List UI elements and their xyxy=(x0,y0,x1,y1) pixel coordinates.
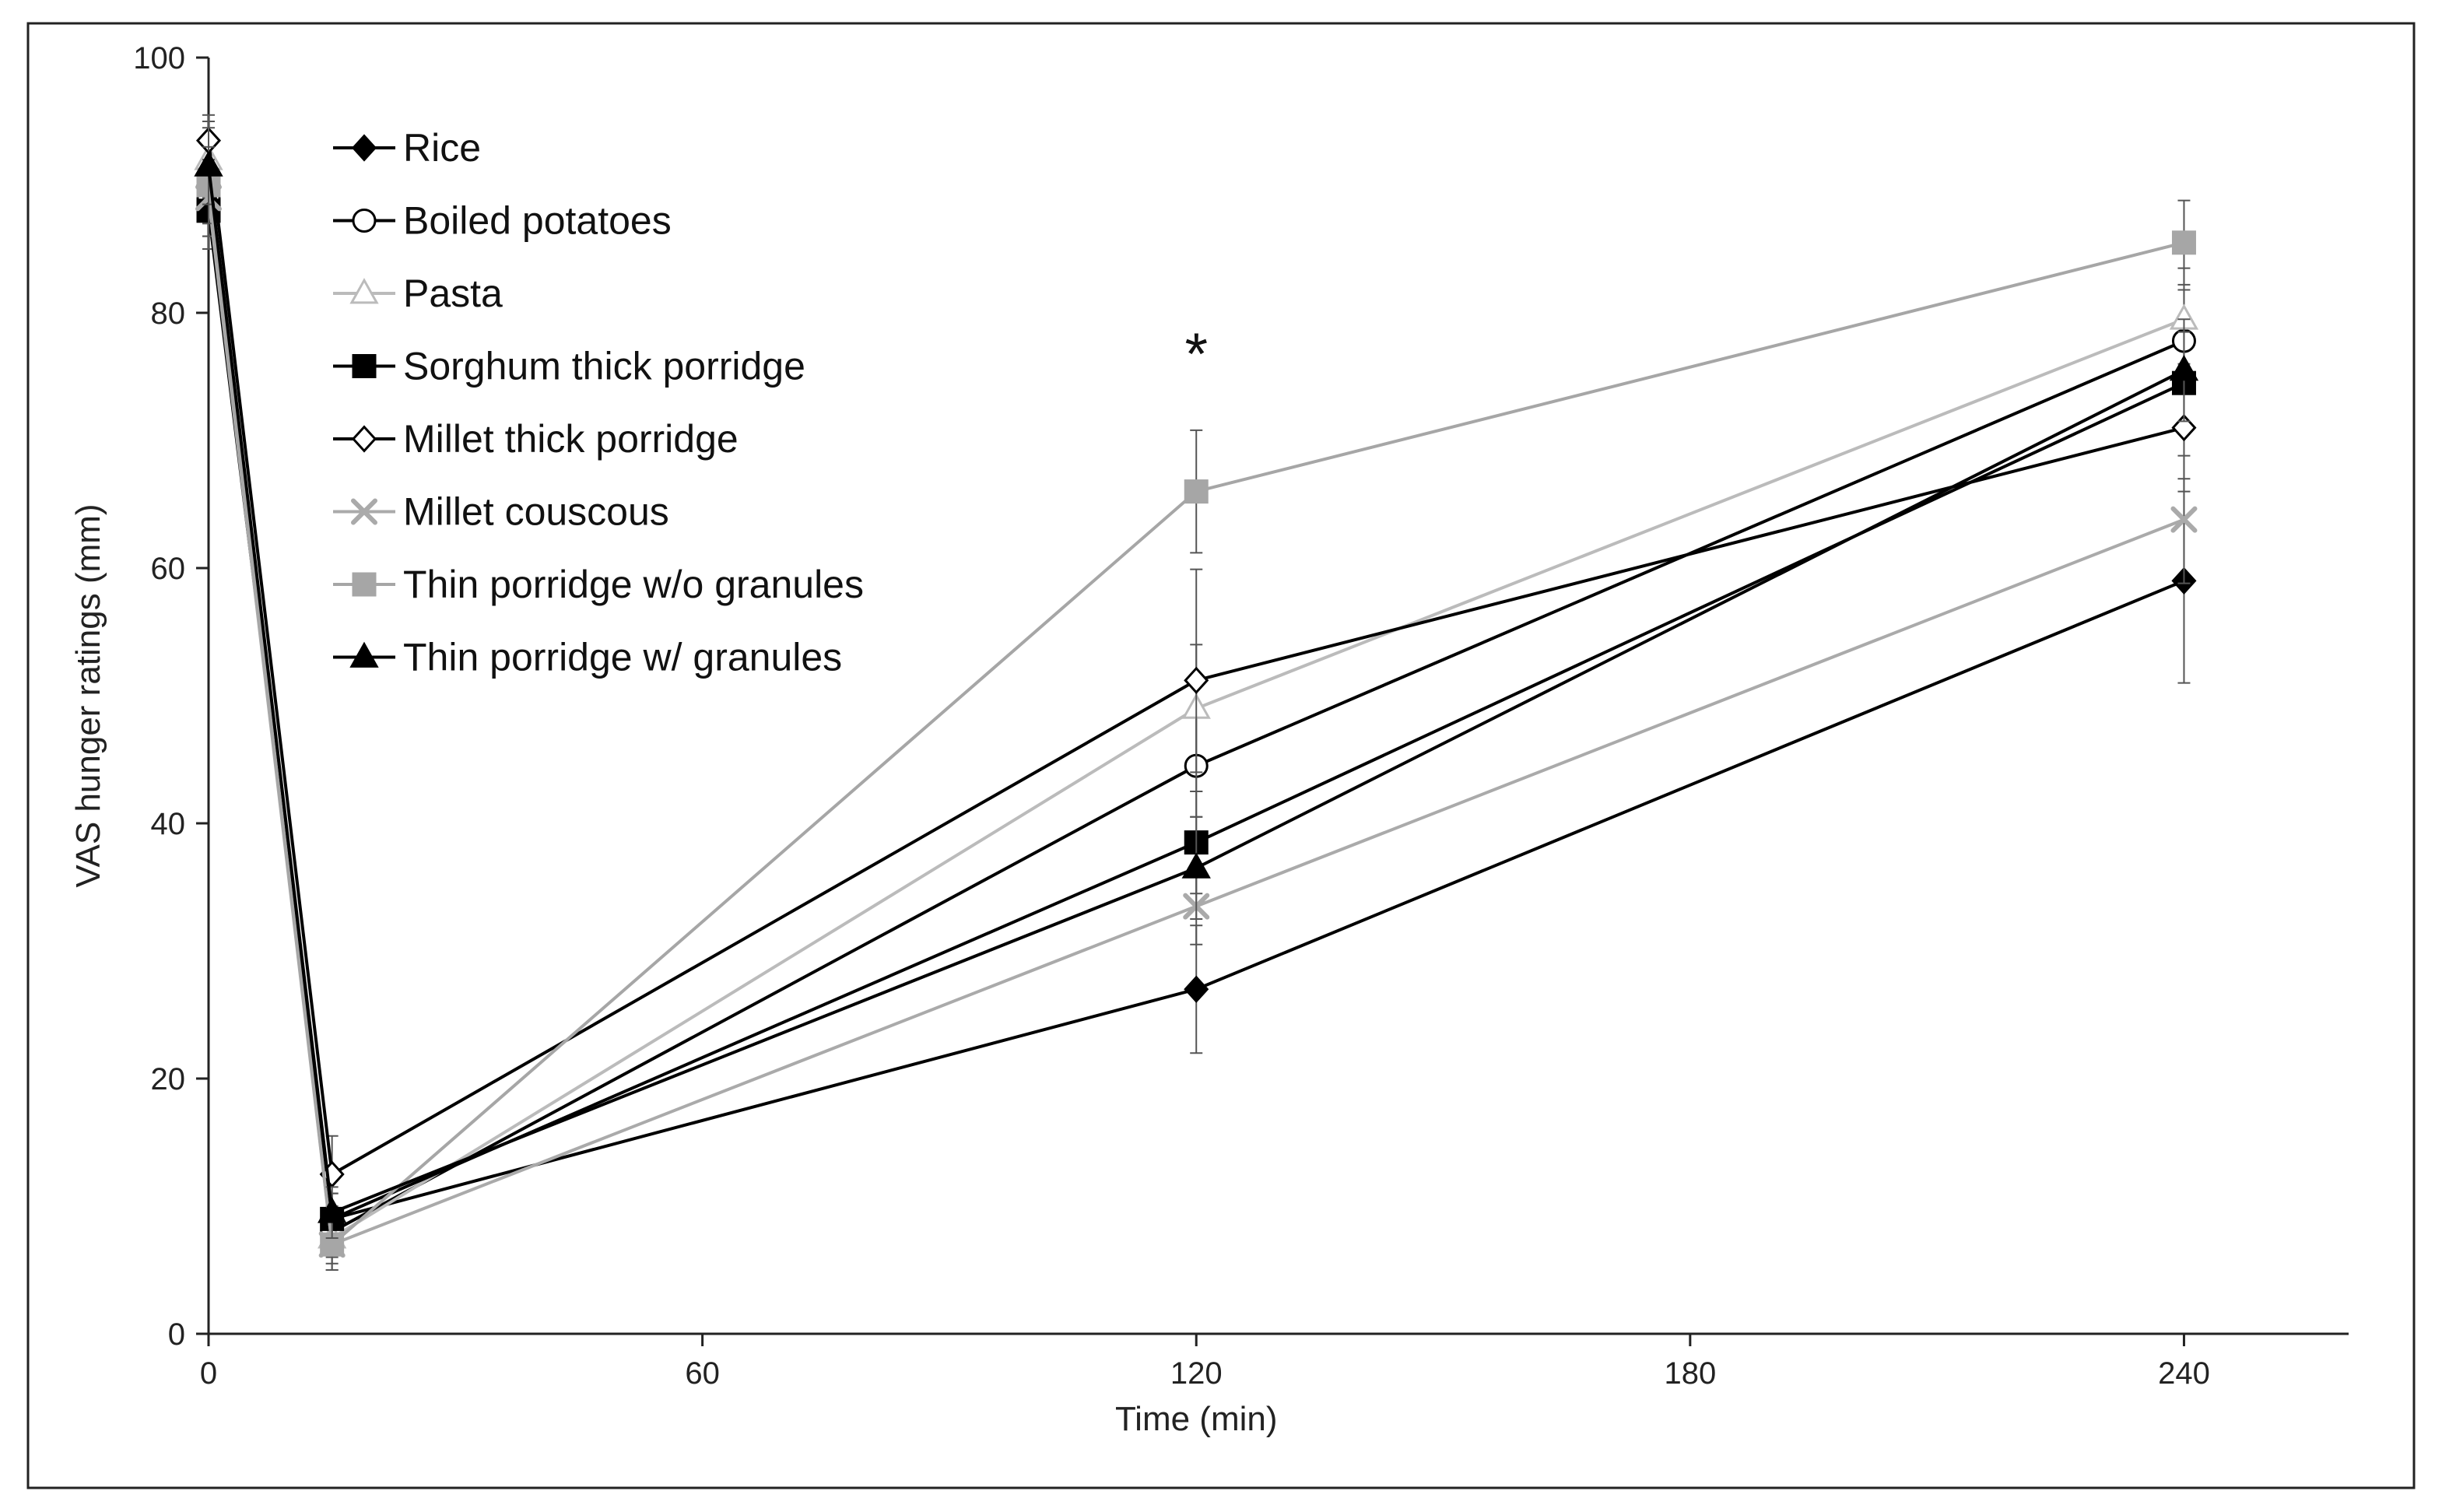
legend-label: Thin porridge w/o granules xyxy=(403,563,864,606)
legend-label: Pasta xyxy=(403,272,503,315)
y-axis-title: VAS hunger ratings (mm) xyxy=(69,503,107,887)
annotations: * xyxy=(1184,321,1208,388)
series-line xyxy=(207,140,2184,1177)
legend-item: Thin porridge w/ granules xyxy=(333,636,842,679)
legend-item: Sorghum thick porridge xyxy=(333,345,805,388)
axes: 0 20 40 60 80 100 0 60 120 180 240 Time (min) VAS hu… xyxy=(69,41,2349,1438)
series-group xyxy=(194,114,2199,1271)
legend: Rice Boiled potatoes Pasta Sorghum thick po… xyxy=(333,126,864,679)
legend-label: Boiled potatoes xyxy=(403,199,672,243)
legend-marker xyxy=(349,278,379,304)
x-tick-label: 60 xyxy=(685,1356,720,1391)
data-point xyxy=(317,1197,347,1223)
legend-label: Millet thick porridge xyxy=(403,417,739,461)
y-tick-label: 60 xyxy=(151,552,186,586)
y-tick-label: 80 xyxy=(151,296,186,331)
legend-marker xyxy=(352,354,377,378)
x-tick-label: 240 xyxy=(2158,1356,2210,1391)
data-point xyxy=(1184,975,1209,1003)
y-tick-label: 20 xyxy=(151,1062,186,1096)
legend-label: Sorghum thick porridge xyxy=(403,345,805,388)
series-thin-porridge-w-o-granules xyxy=(196,146,2196,1271)
y-tick-label: 40 xyxy=(151,807,186,841)
legend-item: Boiled potatoes xyxy=(333,199,672,243)
legend-marker xyxy=(351,134,377,162)
legend-label: Thin porridge w/ granules xyxy=(403,636,842,679)
legend-item: Millet couscous xyxy=(333,490,669,534)
legend-marker xyxy=(351,498,377,525)
legend-item: Millet thick porridge xyxy=(333,417,739,461)
data-point xyxy=(1184,479,1209,504)
x-axis-title: Time (min) xyxy=(1115,1400,1278,1438)
significance-asterisk: * xyxy=(1184,321,1208,388)
legend-label: Rice xyxy=(403,126,481,170)
y-tick-label: 0 xyxy=(168,1317,185,1352)
legend-item: Thin porridge w/o granules xyxy=(333,563,864,606)
legend-marker xyxy=(352,209,377,233)
x-tick-label: 120 xyxy=(1170,1356,1223,1391)
data-point xyxy=(2171,230,2196,255)
legend-item: Pasta xyxy=(333,272,503,315)
data-point xyxy=(194,150,223,177)
data-point xyxy=(2170,506,2198,533)
legend-item: Rice xyxy=(333,126,481,170)
series-line xyxy=(207,184,2184,1248)
y-tick-label: 100 xyxy=(133,41,185,75)
legend-marker xyxy=(352,572,377,597)
series-thin-porridge-w-granules xyxy=(194,127,2199,1239)
legend-marker xyxy=(349,641,379,668)
data-point xyxy=(1184,666,1209,694)
data-point xyxy=(1181,852,1211,879)
x-tick-label: 180 xyxy=(1664,1356,1716,1391)
x-tick-label: 0 xyxy=(200,1356,217,1391)
legend-label: Millet couscous xyxy=(403,490,669,534)
legend-marker xyxy=(351,425,377,453)
series-line xyxy=(207,166,2185,1216)
data-point xyxy=(2169,354,2199,381)
